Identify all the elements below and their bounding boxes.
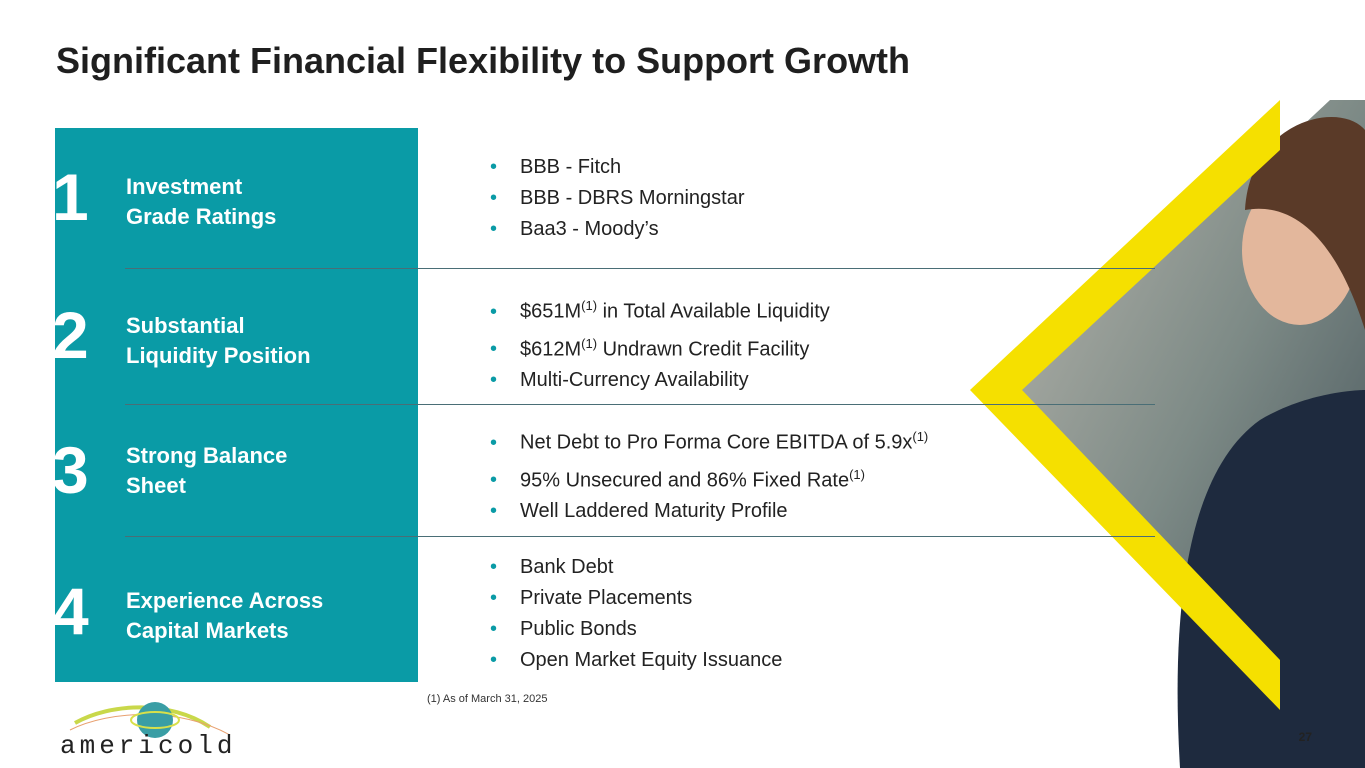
divider: [125, 536, 1155, 537]
section-label: Experience Across Capital Markets: [126, 588, 324, 643]
list-item: Public Bonds: [490, 614, 782, 645]
bullet-list: Net Debt to Pro Forma Core EBITDA of 5.9…: [490, 421, 928, 527]
list-item: Well Laddered Maturity Profile: [490, 496, 928, 527]
list-item: Bank Debt: [490, 552, 782, 583]
section-label: Strong Balance Sheet: [126, 443, 288, 498]
divider: [125, 404, 1155, 405]
list-item: BBB - DBRS Morningstar: [490, 183, 745, 214]
bullet-list: BBB - Fitch BBB - DBRS Morningstar Baa3 …: [490, 152, 745, 245]
bullet-list: Bank Debt Private Placements Public Bond…: [490, 552, 782, 676]
section-number: 2: [52, 298, 89, 372]
yellow-chevron: [970, 100, 1280, 710]
list-item: Open Market Equity Issuance: [490, 645, 782, 676]
section-panel: [55, 128, 418, 682]
page-number: 27: [1298, 730, 1312, 744]
section-label: Substantial Liquidity Position: [126, 313, 311, 368]
list-item: Multi-Currency Availability: [490, 365, 830, 396]
list-item: Net Debt to Pro Forma Core EBITDA of 5.9…: [490, 421, 928, 459]
divider: [125, 268, 1155, 269]
bullet-list: $651M(1) in Total Available Liquidity $6…: [490, 290, 830, 396]
footnote: (1) As of March 31, 2025: [427, 693, 548, 705]
svg-text:americold: americold: [60, 731, 236, 760]
americold-logo: americold: [60, 702, 236, 760]
page-title: Significant Financial Flexibility to Sup…: [56, 40, 911, 81]
list-item: 95% Unsecured and 86% Fixed Rate(1): [490, 459, 928, 497]
list-item: Baa3 - Moody’s: [490, 214, 745, 245]
section-number: 4: [52, 574, 89, 648]
section-label: Investment Grade Ratings: [126, 174, 277, 229]
section-number: 1: [52, 160, 89, 234]
list-item: $612M(1) Undrawn Credit Facility: [490, 328, 830, 366]
list-item: Private Placements: [490, 583, 782, 614]
list-item: BBB - Fitch: [490, 152, 745, 183]
section-number: 3: [52, 433, 89, 507]
list-item: $651M(1) in Total Available Liquidity: [490, 290, 830, 328]
